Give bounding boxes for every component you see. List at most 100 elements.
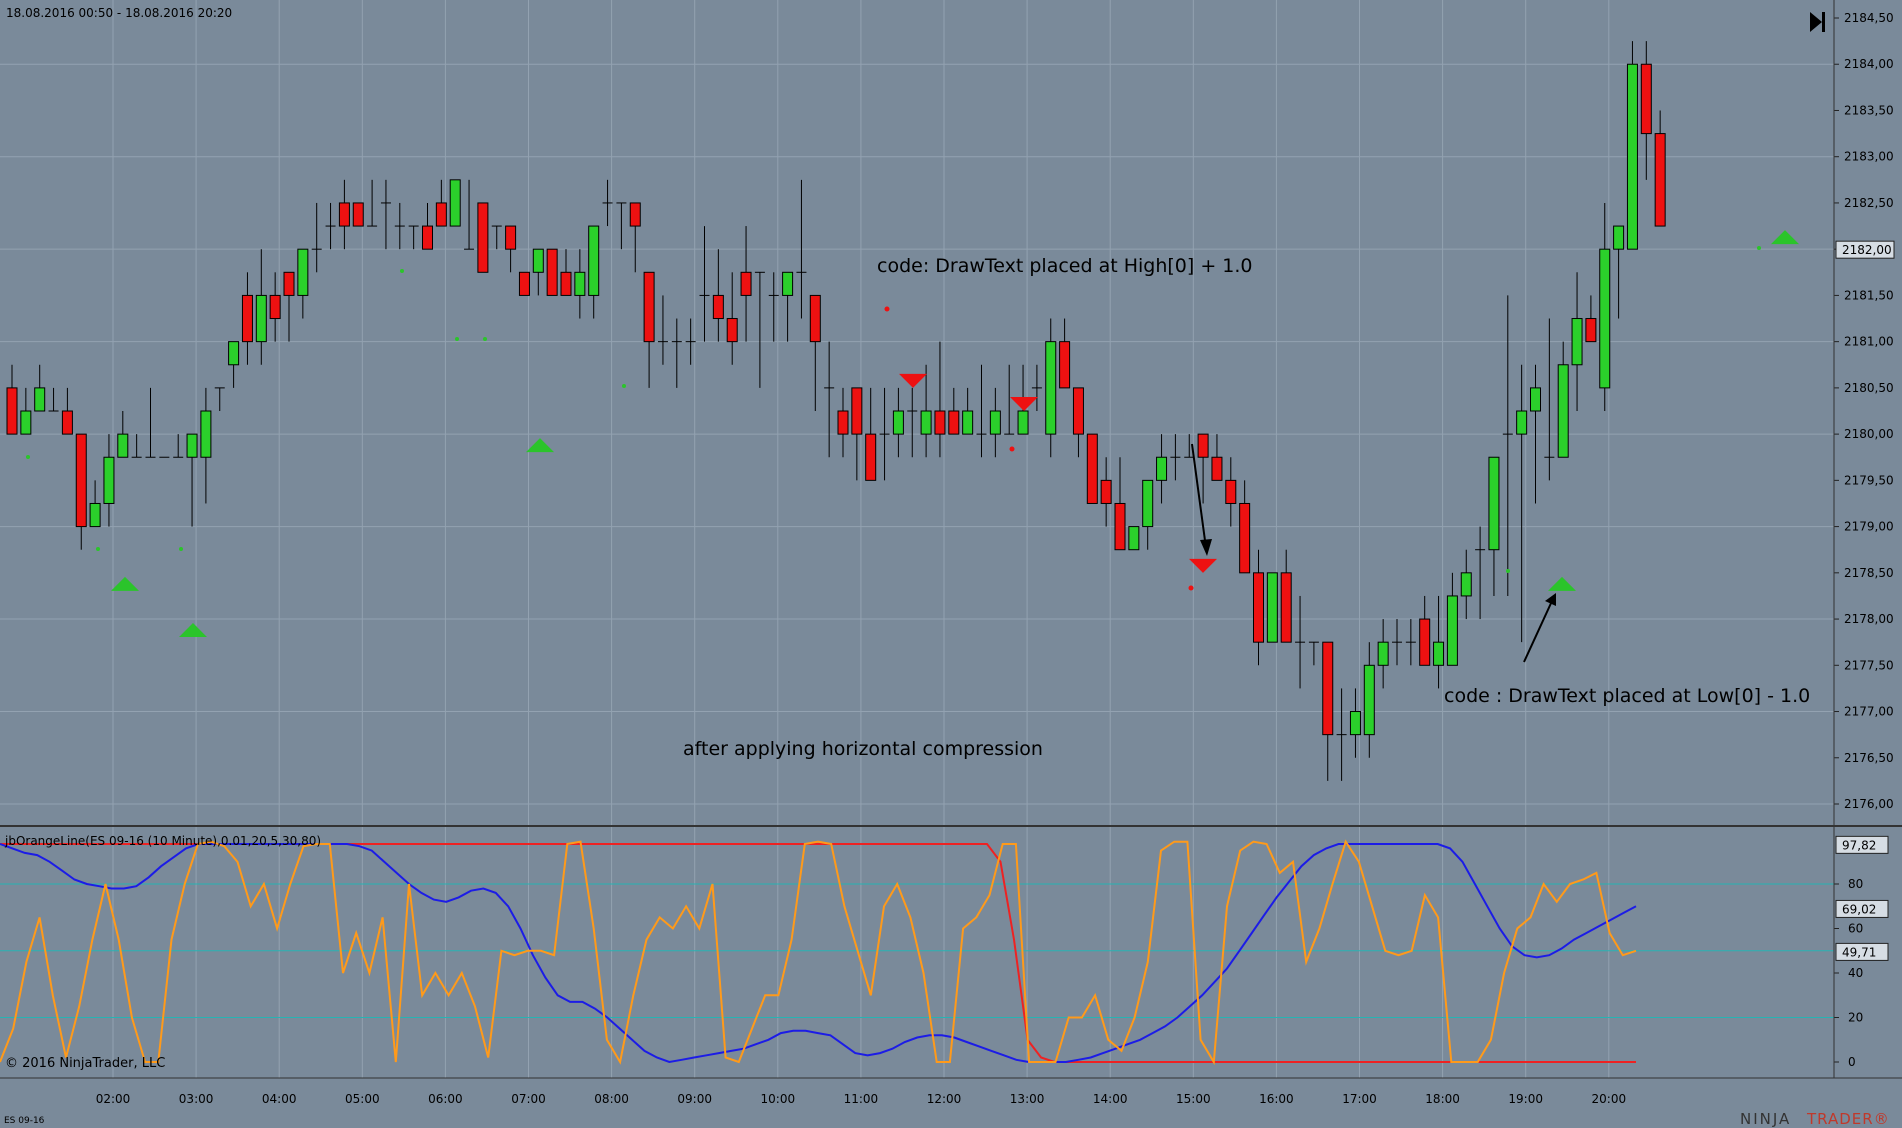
candlesticks[interactable] [6,41,1666,781]
up-signal-dot [179,547,183,551]
candle-body [1156,456,1168,481]
candle-body [241,294,253,343]
candle-body [89,502,101,528]
up-signal-dot [1506,569,1510,573]
price-tick-label: 2183,00 [1844,150,1894,164]
brand-trader: TRADER® [1806,1110,1890,1128]
copyright: © 2016 NinjaTrader, LLC [5,1056,165,1071]
candle-body [629,202,641,227]
up-signal-dot [26,455,30,459]
price-tick-label: 2180,50 [1844,381,1894,395]
candle-body [1322,641,1334,736]
candle-body [505,225,517,250]
down-signal-dot [884,306,890,312]
scroll-to-end-icon[interactable] [1810,12,1825,32]
candle-body [269,294,281,320]
candle-body [1640,63,1652,135]
candle-body [1585,318,1597,343]
candle-body [1253,572,1264,643]
candle-body [588,225,600,296]
candle-body [989,410,1001,435]
candle-body [1419,618,1431,666]
brand-ninja: NINJA [1740,1110,1791,1128]
osc-tick-label: 80 [1848,877,1863,891]
up-signal-triangle [1771,230,1799,245]
price-tick-label: 2178,00 [1844,612,1894,626]
blue-value-label: 69,02 [1842,902,1876,916]
red-value-box [1835,835,1889,854]
osc-tick-label: 0 [1848,1055,1856,1069]
price-tick-label: 2179,00 [1844,520,1894,534]
candle-body [1488,456,1500,551]
candle-body [200,410,212,458]
time-tick-label: 03:00 [179,1092,214,1106]
candle-body [338,202,350,227]
arrow-up [1523,593,1556,663]
gridlines [0,0,1834,1078]
last-price-box [1835,240,1895,259]
candle-body [1072,387,1084,435]
up-signal-dot [483,337,487,341]
candle-body [422,225,433,250]
instrument-label: ES 09-16 [4,1116,45,1126]
candle-body [449,179,461,227]
candle-body [1626,63,1638,250]
time-tick-label: 10:00 [761,1092,796,1106]
time-tick-label: 08:00 [594,1092,629,1106]
price-tick-label: 2181,50 [1844,288,1894,302]
candle-body [892,410,904,435]
candle-body [117,433,129,458]
candle-body [518,271,530,296]
candle-body [1571,318,1583,366]
arrow-down [1191,443,1212,556]
price-tick-label: 2183,50 [1844,103,1894,117]
date-range: 18.08.2016 00:50 - 18.08.2016 20:20 [6,6,232,20]
price-tick-label: 2180,00 [1844,427,1894,441]
candle-body [837,410,849,435]
candle-body [1446,595,1458,666]
price-tick-label: 2179,50 [1844,473,1894,487]
candle-body [1363,664,1375,736]
up-signal-dot [1757,246,1761,250]
candle-body [1239,502,1251,574]
up-signal-triangle [179,623,207,638]
down-signal-triangle [899,373,927,388]
candle-body [1128,526,1140,551]
ninjatrader-logo: NINJA TRADER® [1740,1110,1890,1128]
candle-body [255,294,267,343]
down-signal-triangle [1189,558,1217,573]
candle-body [1599,248,1611,389]
time-tick-label: 12:00 [927,1092,962,1106]
candle-body [1530,387,1541,412]
candle-body [560,271,572,296]
candle-body [1045,341,1057,435]
candle-body [61,410,73,435]
axes: 2176,00 2176,50 2177,00 2177,50 2178,00 2178,… [96,11,1895,1106]
annotation-high: code: DrawText placed at High[0] + 1.0 [877,255,1253,277]
candle-body [1059,341,1071,389]
up-signal-triangle [526,438,554,453]
price-tick-label: 2176,50 [1844,751,1894,765]
candle-body [1142,479,1154,528]
orange-value-box [1835,942,1889,961]
candle-body [1211,456,1223,481]
candle-body [1225,479,1237,504]
candle-body [1266,572,1278,643]
candle-body [477,202,489,273]
candle-body [352,202,364,227]
down-signal-dot [1009,446,1015,452]
blue-line [0,843,1637,1064]
candle-body [34,387,46,412]
blue-value-box [1835,899,1889,918]
red-value-label: 97,82 [1842,838,1876,852]
time-tick-label: 20:00 [1592,1092,1627,1106]
time-tick-label: 07:00 [511,1092,546,1106]
candle-body [726,318,738,343]
price-tick-label: 2184,50 [1844,11,1894,25]
candle-body [948,410,960,435]
candle-body [740,271,752,296]
candle-body [1377,641,1389,666]
time-tick-label: 05:00 [345,1092,380,1106]
time-tick-label: 18:00 [1425,1092,1460,1106]
